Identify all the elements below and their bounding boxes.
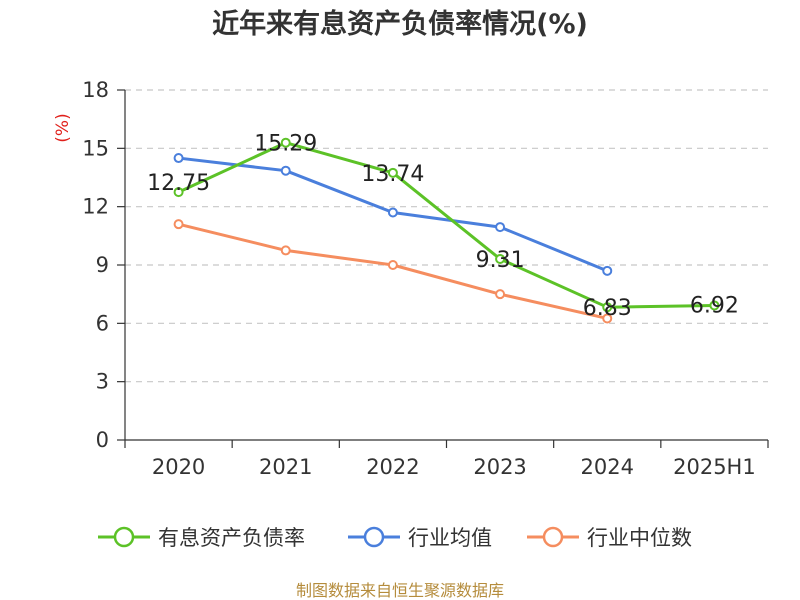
y-tick-label: 3	[96, 370, 109, 394]
legend-item: 有息资产负债率	[98, 526, 305, 550]
legend-label: 行业中位数	[587, 526, 692, 550]
y-tick-label: 15	[82, 136, 109, 160]
legend-swatch-marker	[542, 526, 564, 548]
y-tick-label: 18	[82, 78, 109, 102]
x-tick-label: 2021	[259, 455, 312, 479]
data-point	[280, 165, 291, 176]
data-label: 13.74	[361, 162, 424, 187]
data-point	[387, 260, 398, 270]
legend-swatch-marker	[363, 526, 385, 548]
series-1	[173, 153, 613, 276]
gridlines	[125, 89, 768, 383]
legend-label: 有息资产负债率	[158, 526, 305, 550]
data-point	[173, 187, 184, 198]
series-0	[173, 137, 720, 313]
x-tick-label: 2025H1	[673, 455, 756, 479]
data-point	[495, 253, 506, 264]
data-point	[709, 300, 720, 311]
data-labels: 12.75 15.29 13.74 9.31 6.83 6.92	[147, 132, 739, 322]
series-line	[178, 222, 608, 320]
data-label: 9.31	[476, 248, 525, 273]
legend-item: 行业均值	[348, 526, 492, 550]
x-tick-label: 2023	[473, 455, 526, 479]
x-tick-label: 2022	[366, 455, 419, 479]
data-label: 15.29	[254, 132, 317, 157]
data-point	[173, 153, 184, 164]
chart-title: 近年来有息资产负债率情况(%)	[212, 8, 588, 40]
data-point	[602, 265, 613, 276]
x-tick-label: 2020	[152, 455, 205, 479]
legend-label: 行业均值	[408, 526, 492, 550]
data-point	[280, 137, 291, 148]
y-axis-label: (%)	[53, 113, 73, 142]
y-tick-label: 9	[96, 253, 109, 277]
data-point	[602, 302, 613, 313]
axes: 0 3 6 9 12 15 18 2020 2021 2022 2023 2024 2025H1	[82, 78, 769, 479]
data-point	[495, 222, 506, 233]
data-point	[495, 289, 506, 300]
data-label: 12.75	[147, 171, 210, 196]
data-label: 6.83	[583, 296, 632, 321]
data-point	[173, 219, 184, 230]
source-note: 制图数据来自恒生聚源数据库	[296, 581, 504, 600]
data-point	[602, 313, 613, 324]
legend-swatch-marker	[113, 526, 135, 548]
series-line	[177, 141, 715, 309]
series-2	[173, 219, 613, 324]
legend-item: 行业中位数	[527, 526, 692, 550]
y-tick-label: 12	[82, 195, 109, 219]
series-layer	[173, 137, 720, 324]
data-point	[387, 167, 398, 178]
data-label: 6.92	[690, 293, 739, 318]
y-tick-label: 0	[96, 428, 109, 452]
data-point	[387, 207, 398, 218]
y-tick-label: 6	[96, 311, 109, 335]
x-tick-label: 2024	[581, 455, 634, 479]
data-point	[280, 245, 291, 256]
legend: 有息资产负债率 行业均值 行业中位数	[98, 526, 692, 550]
